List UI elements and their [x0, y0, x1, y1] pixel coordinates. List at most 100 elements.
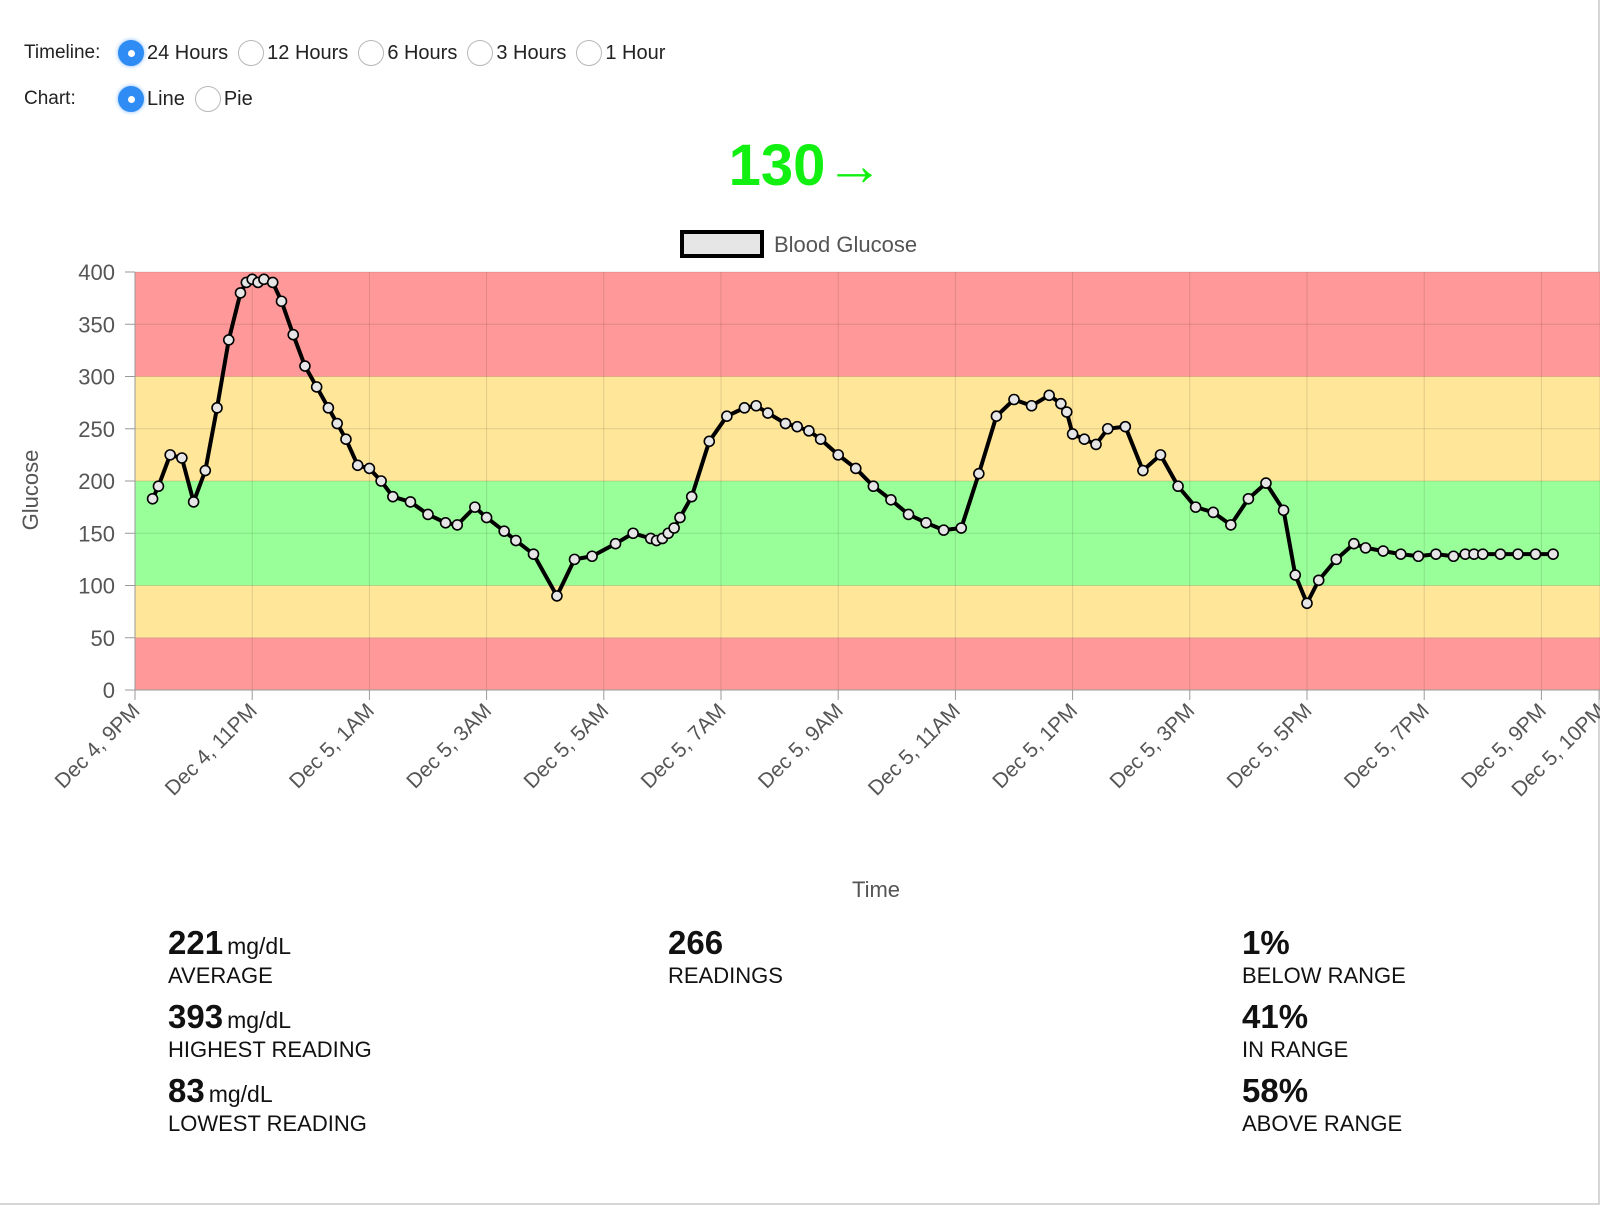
- data-point[interactable]: [1494, 548, 1507, 560]
- data-point[interactable]: [404, 496, 417, 508]
- data-point[interactable]: [510, 534, 522, 547]
- data-point[interactable]: [750, 399, 762, 412]
- data-point[interactable]: [375, 475, 387, 487]
- data-point[interactable]: [1447, 550, 1460, 563]
- timeline-option-24-hours[interactable]: 24 Hours: [118, 40, 228, 66]
- timeline-option-12-hours[interactable]: 12 Hours: [238, 40, 348, 66]
- data-point[interactable]: [1301, 597, 1313, 610]
- data-point[interactable]: [340, 433, 352, 445]
- data-point[interactable]: [1055, 397, 1067, 410]
- data-point[interactable]: [1207, 506, 1220, 519]
- data-point[interactable]: [222, 334, 235, 346]
- data-point[interactable]: [1260, 477, 1272, 489]
- data-point[interactable]: [955, 522, 968, 534]
- data-point[interactable]: [1477, 548, 1489, 560]
- data-point[interactable]: [164, 449, 176, 461]
- data-point[interactable]: [849, 462, 862, 475]
- timeline-radio-3-hours[interactable]: [467, 40, 494, 66]
- data-point[interactable]: [1377, 545, 1389, 557]
- data-point[interactable]: [1348, 537, 1360, 550]
- data-point[interactable]: [609, 537, 622, 550]
- data-point[interactable]: [1137, 464, 1149, 477]
- timeline-option-3-hours[interactable]: 3 Hours: [467, 40, 566, 66]
- chart-legend[interactable]: Blood Glucose: [680, 230, 917, 258]
- data-point[interactable]: [703, 435, 716, 448]
- data-point[interactable]: [779, 417, 792, 430]
- data-point[interactable]: [674, 511, 686, 524]
- data-point[interactable]: [1330, 553, 1343, 566]
- data-point[interactable]: [668, 522, 680, 534]
- data-point[interactable]: [1025, 399, 1038, 412]
- data-point[interactable]: [803, 425, 815, 437]
- data-point[interactable]: [1078, 433, 1091, 445]
- timeline-radio-24-hours[interactable]: [118, 40, 144, 66]
- data-point[interactable]: [551, 590, 563, 602]
- chart-type-radio-pie[interactable]: [194, 86, 221, 112]
- data-point[interactable]: [152, 480, 165, 493]
- data-point[interactable]: [586, 550, 598, 563]
- data-point[interactable]: [1043, 389, 1055, 402]
- data-point[interactable]: [920, 516, 932, 529]
- data-point[interactable]: [1154, 449, 1167, 461]
- data-point[interactable]: [310, 381, 323, 393]
- data-point[interactable]: [814, 433, 827, 445]
- data-point[interactable]: [1060, 406, 1073, 418]
- data-point[interactable]: [885, 494, 897, 506]
- timeline-radio-1-hour[interactable]: [576, 40, 603, 66]
- data-point[interactable]: [469, 501, 481, 513]
- data-point[interactable]: [685, 490, 698, 503]
- data-point[interactable]: [387, 490, 399, 503]
- data-point[interactable]: [1512, 548, 1524, 560]
- data-point[interactable]: [266, 276, 279, 289]
- timeline-radio-6-hours[interactable]: [358, 40, 385, 66]
- timeline-radio-12-hours[interactable]: [238, 40, 265, 66]
- data-point[interactable]: [867, 480, 880, 493]
- data-point[interactable]: [527, 548, 540, 560]
- chart-type-option-pie[interactable]: Pie: [194, 86, 253, 112]
- data-point[interactable]: [973, 467, 985, 480]
- data-point[interactable]: [1090, 438, 1102, 451]
- data-point[interactable]: [1172, 480, 1184, 493]
- data-point[interactable]: [1359, 542, 1372, 554]
- timeline-option-1-hour[interactable]: 1 Hour: [576, 40, 665, 66]
- data-point[interactable]: [275, 295, 288, 308]
- chart-type-radio-line[interactable]: [118, 86, 144, 112]
- chart-type-option-line[interactable]: Line: [118, 86, 185, 112]
- data-point[interactable]: [176, 452, 188, 464]
- data-point[interactable]: [187, 496, 200, 508]
- data-point[interactable]: [199, 464, 212, 477]
- data-point[interactable]: [568, 553, 581, 566]
- data-point[interactable]: [902, 508, 915, 521]
- data-point[interactable]: [331, 417, 343, 430]
- data-point[interactable]: [1066, 428, 1079, 440]
- data-point[interactable]: [1529, 548, 1542, 560]
- data-point[interactable]: [439, 516, 452, 529]
- data-point[interactable]: [1119, 420, 1132, 433]
- data-point[interactable]: [721, 410, 733, 423]
- data-point[interactable]: [1412, 550, 1425, 563]
- data-point[interactable]: [146, 492, 159, 505]
- data-point[interactable]: [1289, 569, 1302, 581]
- data-point[interactable]: [1242, 492, 1255, 505]
- data-point[interactable]: [1008, 393, 1020, 406]
- data-point[interactable]: [451, 519, 464, 531]
- data-point[interactable]: [1277, 504, 1290, 517]
- data-point[interactable]: [791, 420, 803, 433]
- data-point[interactable]: [1430, 548, 1442, 560]
- data-point[interactable]: [1312, 574, 1325, 587]
- data-point[interactable]: [1101, 422, 1114, 435]
- data-point[interactable]: [299, 360, 311, 372]
- data-point[interactable]: [287, 328, 300, 341]
- data-point[interactable]: [627, 527, 639, 540]
- data-point[interactable]: [211, 402, 223, 414]
- data-point[interactable]: [738, 402, 751, 414]
- data-point[interactable]: [422, 508, 434, 521]
- data-point[interactable]: [363, 462, 376, 475]
- data-point[interactable]: [1547, 548, 1559, 560]
- data-point[interactable]: [990, 410, 1003, 423]
- data-point[interactable]: [498, 525, 510, 537]
- data-point[interactable]: [937, 524, 950, 536]
- data-point[interactable]: [1189, 501, 1202, 513]
- data-point[interactable]: [351, 459, 364, 472]
- data-point[interactable]: [322, 402, 335, 414]
